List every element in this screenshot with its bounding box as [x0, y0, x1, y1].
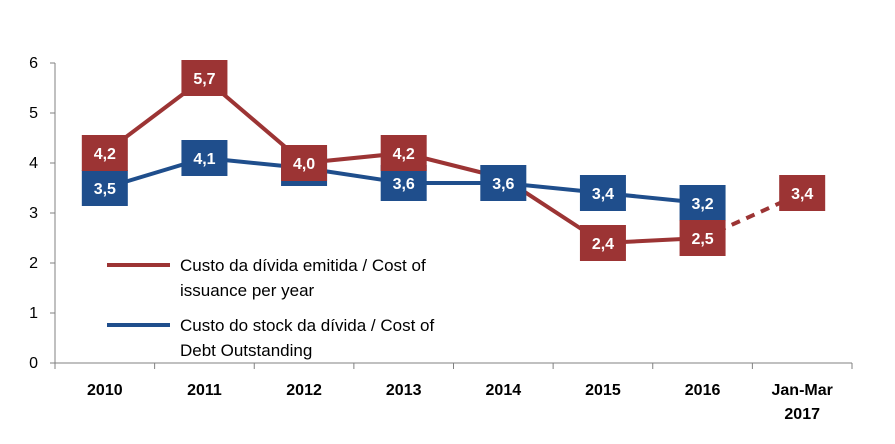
legend-entry-text: Custo do stock da dívida / Cost of	[180, 316, 434, 335]
data-label-box	[181, 140, 228, 176]
data-label: 3,6	[492, 176, 514, 193]
x-tick-label: Jan-Mar	[772, 382, 833, 399]
data-label: 4,1	[193, 151, 215, 168]
data-label: 3,4	[592, 186, 614, 203]
legend-entry-text: Custo da dívida emitida / Cost of	[180, 256, 426, 275]
data-label-box	[380, 135, 427, 171]
y-tick-label: 6	[29, 55, 38, 72]
data-label-box	[81, 135, 128, 171]
data-label: 4,2	[94, 146, 116, 163]
legend-entry-text: issuance per year	[180, 281, 315, 300]
x-tick-label: 2010	[87, 382, 123, 399]
data-label-box	[579, 175, 626, 211]
x-tick-label-line2: 2017	[784, 406, 820, 423]
y-tick-label: 0	[29, 355, 38, 372]
data-label: 4,2	[393, 146, 415, 163]
data-label-box	[679, 220, 726, 256]
data-label-box	[81, 170, 128, 206]
axes: 0 1 2 3 4 5 6 2010 2011 2012 2013 2014 2015 2016 Jan-M…	[29, 55, 853, 423]
data-label-box	[281, 145, 328, 181]
data-label: 5,7	[193, 71, 215, 88]
data-label: 3,2	[691, 196, 713, 213]
x-tick-label: 2016	[685, 382, 721, 399]
data-label-box	[679, 185, 726, 221]
data-labels: 3,54,13,93,63,63,43,24,25,74,04,22,42,53…	[81, 60, 826, 261]
y-tick-label: 1	[29, 305, 38, 322]
y-tick-label: 5	[29, 105, 38, 122]
data-label-box	[480, 165, 527, 201]
x-tick-label: 2012	[286, 382, 322, 399]
data-label: 2,4	[592, 236, 614, 253]
x-tick-label: 2014	[486, 382, 522, 399]
y-tick-label: 2	[29, 255, 38, 272]
legend: Custo da dívida emitida / Cost of issuanc…	[107, 256, 434, 360]
data-label-box	[779, 175, 826, 211]
x-tick-label: 2011	[187, 382, 222, 399]
x-tick-label: 2015	[585, 382, 621, 399]
legend-entry-text: Debt Outstanding	[180, 341, 312, 360]
y-tick-label: 4	[29, 155, 38, 172]
data-label: 3,4	[791, 186, 813, 203]
data-label: 4,0	[293, 156, 315, 173]
data-label: 2,5	[691, 231, 713, 248]
data-label: 3,6	[393, 176, 415, 193]
data-label: 3,5	[94, 181, 116, 198]
data-label-box	[579, 225, 626, 261]
data-label-box	[181, 60, 228, 96]
x-tick-label: 2013	[386, 382, 422, 399]
y-tick-label: 3	[29, 205, 38, 222]
